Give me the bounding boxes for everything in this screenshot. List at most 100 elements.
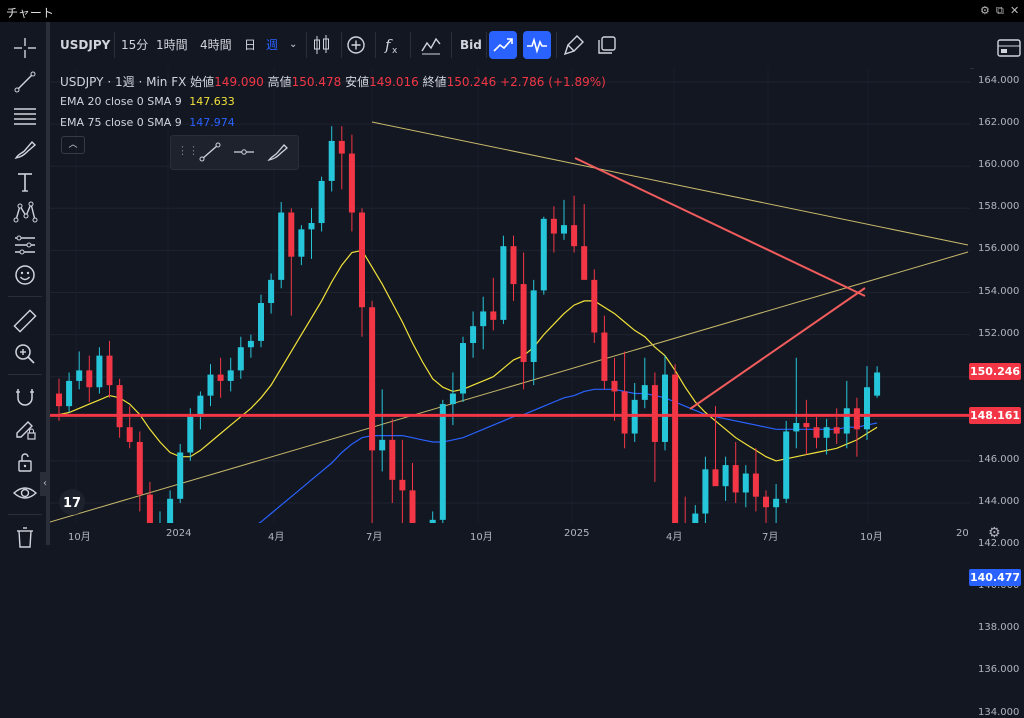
candle-body[interactable] xyxy=(722,465,729,487)
candle-body[interactable] xyxy=(732,465,739,493)
candle-body[interactable] xyxy=(258,303,264,341)
candle-body[interactable] xyxy=(793,423,800,432)
ruler-icon[interactable] xyxy=(11,308,39,334)
horizontal-line-tool-icon[interactable] xyxy=(231,140,257,164)
candle-body[interactable] xyxy=(672,374,679,523)
candle-body[interactable] xyxy=(823,427,830,438)
candle-body[interactable] xyxy=(581,246,588,280)
candle-body[interactable] xyxy=(237,347,244,371)
pattern-tool-icon[interactable] xyxy=(11,200,39,226)
pulse-wave-icon[interactable] xyxy=(523,31,551,59)
candle-body[interactable] xyxy=(268,279,275,304)
forecast-tool-icon[interactable] xyxy=(11,232,39,258)
candle-body[interactable] xyxy=(752,473,759,497)
gear-icon[interactable]: ⚙ xyxy=(980,4,990,17)
candle-body[interactable] xyxy=(813,427,820,438)
candle-body[interactable] xyxy=(510,246,517,285)
candle-body[interactable] xyxy=(540,218,547,291)
candle-body[interactable] xyxy=(348,153,355,213)
candle-body[interactable] xyxy=(308,223,315,230)
candle-body[interactable] xyxy=(207,374,214,396)
candle-body[interactable] xyxy=(187,416,194,453)
candle-body[interactable] xyxy=(359,212,365,308)
candle-body[interactable] xyxy=(197,395,204,417)
candle-body[interactable] xyxy=(66,380,73,407)
lock-drawing-icon[interactable] xyxy=(11,416,39,442)
candle-body[interactable] xyxy=(278,212,285,280)
candle-body[interactable] xyxy=(106,355,113,386)
candle-body[interactable] xyxy=(500,246,507,320)
candle-body[interactable] xyxy=(550,218,557,234)
candle-body[interactable] xyxy=(217,374,224,381)
candle-body[interactable] xyxy=(742,473,749,493)
text-tool-icon[interactable] xyxy=(11,169,39,195)
visibility-eye-icon[interactable] xyxy=(11,480,39,506)
interval-15m-button[interactable]: 15分 xyxy=(121,38,149,52)
candle-body[interactable] xyxy=(662,374,668,442)
candle-body[interactable] xyxy=(621,391,628,434)
candle-body[interactable] xyxy=(338,140,345,154)
add-compare-icon[interactable] xyxy=(342,31,370,59)
candle-body[interactable] xyxy=(571,225,578,247)
candle-body[interactable] xyxy=(803,423,810,428)
crosshair-icon[interactable] xyxy=(11,35,39,61)
drag-handle-icon[interactable]: ⋮⋮ xyxy=(177,144,199,157)
candle-body[interactable] xyxy=(328,140,335,181)
candle-body[interactable] xyxy=(56,393,62,407)
interval-dropdown-chevron-icon[interactable]: ⌄ xyxy=(289,39,298,50)
trend-line-tool-icon[interactable] xyxy=(197,140,223,164)
candle-body[interactable] xyxy=(177,452,184,499)
candle-body[interactable] xyxy=(783,431,790,499)
candle-body[interactable] xyxy=(369,307,376,451)
popout-icon[interactable]: ⧉ xyxy=(996,4,1004,17)
chart-settings-gear-icon[interactable]: ⚙ xyxy=(988,525,1001,541)
candle-body[interactable] xyxy=(167,498,174,523)
legend-symbol[interactable]: USDJPY xyxy=(60,75,104,89)
trend-line-tool-icon[interactable] xyxy=(11,69,39,95)
long-support-trendline[interactable] xyxy=(50,251,969,523)
trash-icon[interactable] xyxy=(11,524,39,550)
candle-body[interactable] xyxy=(702,469,709,514)
candle-body[interactable] xyxy=(651,385,658,442)
candle-body[interactable] xyxy=(843,408,850,434)
candle-body[interactable] xyxy=(480,311,487,327)
interval-day-button[interactable]: 日 xyxy=(244,38,257,52)
candle-body[interactable] xyxy=(247,340,254,348)
candle-body[interactable] xyxy=(561,225,567,234)
candle-body[interactable] xyxy=(470,326,477,344)
candle-body[interactable] xyxy=(490,311,497,320)
ema75-polyline[interactable] xyxy=(59,388,878,523)
candle-body[interactable] xyxy=(318,180,325,224)
candle-body[interactable] xyxy=(874,372,881,396)
candle-body[interactable] xyxy=(853,408,860,430)
candle-body[interactable] xyxy=(298,229,305,257)
brush-tool-icon[interactable] xyxy=(11,136,39,162)
candle-body[interactable] xyxy=(641,385,648,400)
candle-body[interactable] xyxy=(126,427,133,442)
bid-ask-toggle-button[interactable]: Bid xyxy=(460,38,482,52)
candle-body[interactable] xyxy=(96,355,103,388)
candle-body[interactable] xyxy=(379,439,386,451)
candle-body[interactable] xyxy=(530,290,537,362)
interval-1h-button[interactable]: 1時間 xyxy=(156,38,188,52)
candle-body[interactable] xyxy=(409,490,416,523)
candle-body[interactable] xyxy=(399,479,406,491)
candle-body[interactable] xyxy=(439,404,446,520)
candle-body[interactable] xyxy=(601,332,608,381)
ema20-legend[interactable]: EMA 20 close 0 SMA 9 147.633 xyxy=(60,95,235,108)
emoji-icon[interactable] xyxy=(11,262,39,288)
candle-body[interactable] xyxy=(116,385,123,428)
ema20-polyline[interactable] xyxy=(58,249,878,462)
candle-body[interactable] xyxy=(591,279,598,333)
unlock-icon[interactable] xyxy=(11,449,39,475)
duplicate-layout-icon[interactable] xyxy=(593,31,621,59)
candle-body[interactable] xyxy=(520,284,527,362)
layout-widget-icon[interactable] xyxy=(994,34,1024,62)
symbol-search-button[interactable]: USDJPY xyxy=(60,38,111,52)
fib-retracement-tool-icon[interactable] xyxy=(11,103,39,129)
candlestick-type-icon[interactable] xyxy=(308,31,336,59)
close-icon[interactable]: ✕ xyxy=(1010,4,1020,17)
candle-body[interactable] xyxy=(449,393,456,405)
long-resistance-trendline[interactable] xyxy=(371,121,969,246)
